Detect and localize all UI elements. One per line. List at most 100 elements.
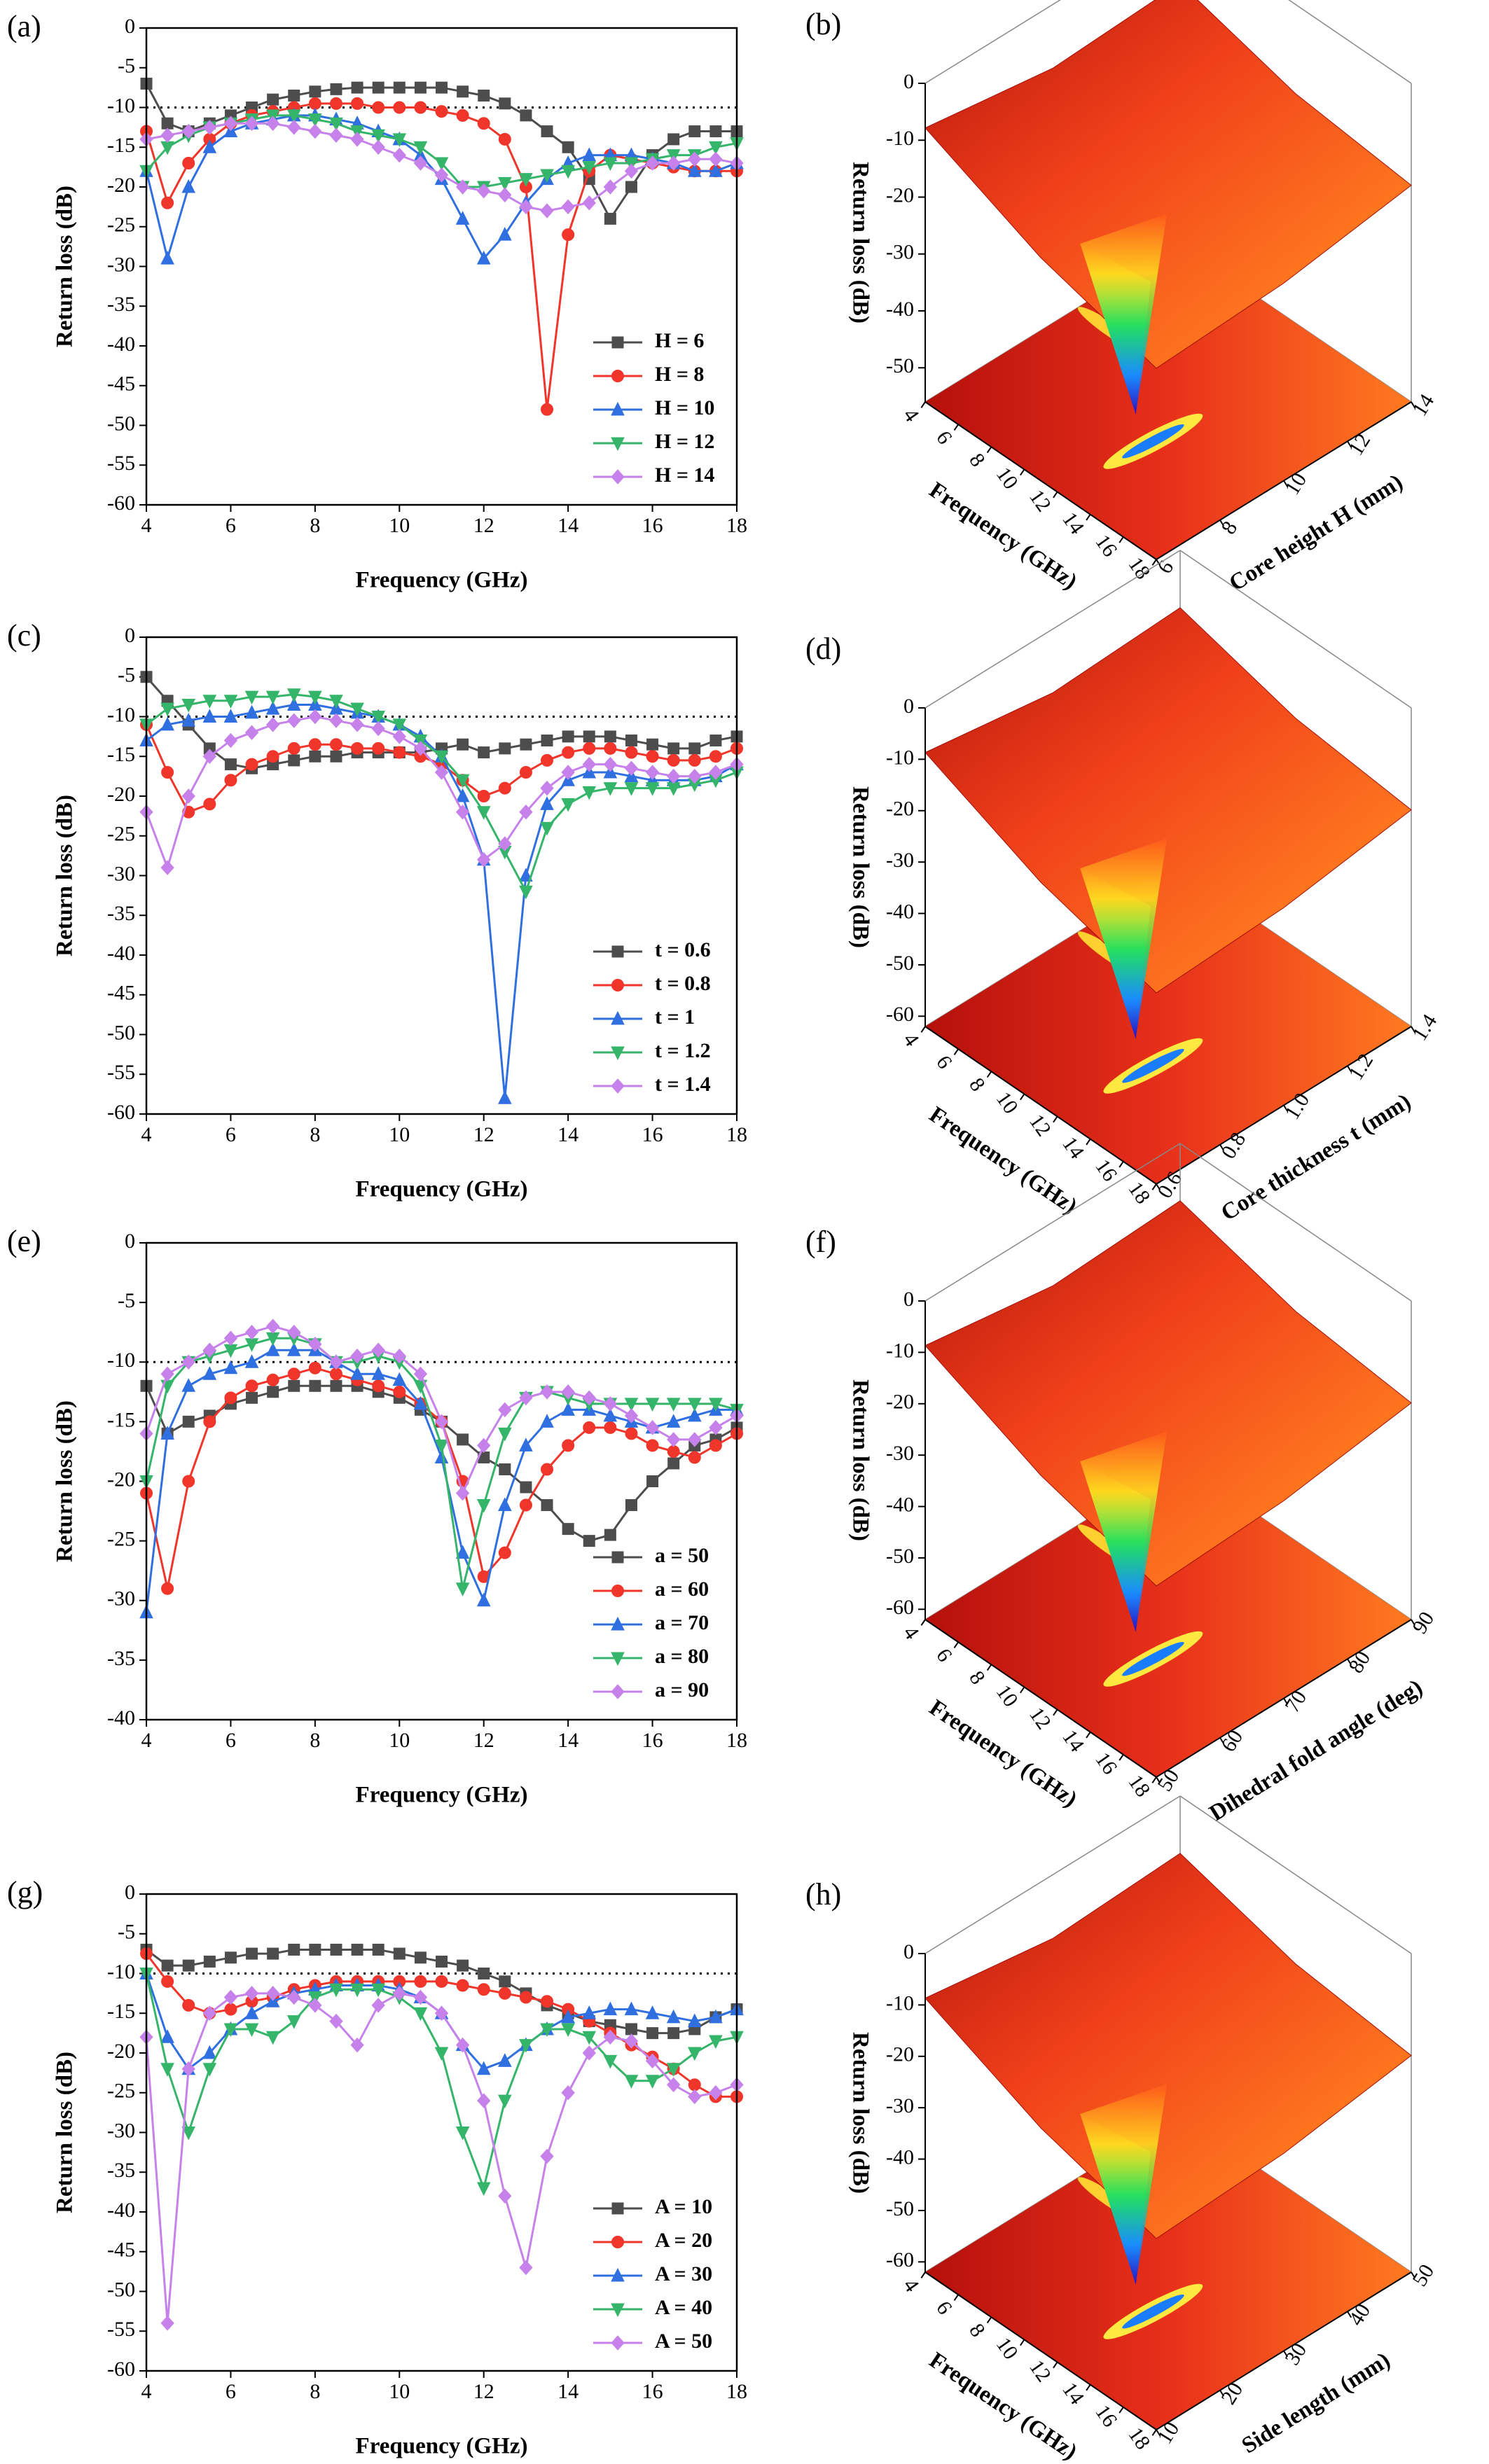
y-tick-label: -10 xyxy=(107,703,135,726)
marker xyxy=(244,704,259,719)
plot-frame xyxy=(145,1241,738,1721)
marker xyxy=(582,161,597,175)
z-tick-label: -20 xyxy=(886,1391,914,1414)
surface-dip xyxy=(1080,1431,1168,1632)
x-axis-label: Frequency (GHz) xyxy=(924,1102,1081,1219)
marker xyxy=(476,2061,491,2075)
x-tick-label: 12 xyxy=(1025,2355,1055,2386)
floor-contour xyxy=(925,244,1411,559)
y-tick-label: -25 xyxy=(107,823,135,846)
x-axis-label: Frequency (GHz) xyxy=(356,1783,528,1808)
box-edge xyxy=(1288,0,1412,84)
surface-dip xyxy=(1080,2084,1168,2285)
marker xyxy=(287,120,301,135)
marker xyxy=(455,1485,470,1501)
marker xyxy=(561,2023,575,2038)
marker xyxy=(435,105,448,118)
marker xyxy=(288,754,300,767)
marker xyxy=(561,765,575,780)
marker xyxy=(455,2127,470,2141)
marker xyxy=(604,742,617,755)
marker xyxy=(611,437,625,452)
x-tick-label: 16 xyxy=(642,2380,663,2403)
plot-frame xyxy=(145,27,738,506)
marker xyxy=(434,167,449,183)
marker xyxy=(611,2335,625,2351)
marker xyxy=(611,336,624,349)
marker xyxy=(350,1366,364,1380)
z-tick-label: 0 xyxy=(903,1940,914,1963)
marker xyxy=(611,1585,624,1597)
y-tick-label: -45 xyxy=(107,373,135,396)
marker xyxy=(202,120,216,135)
marker xyxy=(224,2003,237,2016)
marker xyxy=(478,1968,490,1979)
marker xyxy=(267,93,279,106)
series-line xyxy=(146,693,737,895)
y-tick-label: -5 xyxy=(118,664,135,687)
marker xyxy=(603,1396,618,1412)
z-tick-label: -30 xyxy=(886,2094,914,2117)
y-tick-label: -50 xyxy=(107,2278,135,2301)
marker xyxy=(329,713,343,728)
marker xyxy=(520,738,532,751)
y-tick-label: -20 xyxy=(107,783,135,806)
panel-label: (a) xyxy=(7,9,41,43)
marker xyxy=(371,711,385,725)
marker xyxy=(709,2009,723,2024)
marker xyxy=(371,1983,385,1998)
marker xyxy=(519,868,533,882)
x-tick-label: 8 xyxy=(964,1666,990,1688)
marker xyxy=(160,702,174,717)
marker xyxy=(224,758,237,771)
legend-label: A = 20 xyxy=(655,2229,712,2252)
marker xyxy=(330,83,342,95)
x-tick-label: 12 xyxy=(1025,485,1055,516)
marker xyxy=(288,1379,300,1392)
marker xyxy=(519,765,532,779)
marker xyxy=(583,1421,596,1434)
marker xyxy=(498,1546,511,1559)
x-tick-label: 14 xyxy=(1058,508,1088,539)
marker xyxy=(478,89,490,102)
marker xyxy=(519,804,533,820)
marker xyxy=(709,765,723,780)
marker xyxy=(286,1342,301,1356)
marker xyxy=(541,403,554,416)
y-tick-label: -35 xyxy=(107,293,135,316)
marker xyxy=(582,2031,597,2045)
marker xyxy=(611,945,624,958)
y-tick-label: -55 xyxy=(107,2318,135,2341)
marker xyxy=(223,2023,238,2038)
marker xyxy=(161,196,174,209)
panel-label: (c) xyxy=(7,618,41,653)
legend-label: a = 70 xyxy=(655,1611,709,1634)
marker xyxy=(520,1481,532,1494)
marker xyxy=(611,1551,624,1564)
marker xyxy=(498,1090,512,1104)
marker xyxy=(519,1390,533,1406)
z-tick-label: -60 xyxy=(886,2248,914,2271)
marker xyxy=(624,163,639,179)
y-tick-label: -50 xyxy=(107,1021,135,1044)
x-tick-label: 14 xyxy=(557,1729,579,1752)
x-tick-label: 18 xyxy=(1123,2423,1154,2454)
z-tick-label: -40 xyxy=(886,298,914,321)
marker xyxy=(478,746,490,759)
y-tick-label: -10 xyxy=(107,1349,135,1372)
marker xyxy=(561,2009,575,2024)
marker xyxy=(435,1975,448,1988)
marker xyxy=(709,2035,723,2049)
marker xyxy=(688,125,701,138)
z-tick-label: -50 xyxy=(886,1545,914,1568)
x-tick xyxy=(1151,2429,1157,2436)
marker xyxy=(499,742,511,755)
marker xyxy=(624,2001,639,2016)
marker xyxy=(286,697,301,711)
marker xyxy=(611,401,625,416)
x-axis-label: Frequency (GHz) xyxy=(356,1177,528,1202)
marker xyxy=(203,1415,216,1428)
legend-label: a = 90 xyxy=(655,1678,709,1701)
marker xyxy=(499,97,511,110)
marker xyxy=(286,109,301,123)
